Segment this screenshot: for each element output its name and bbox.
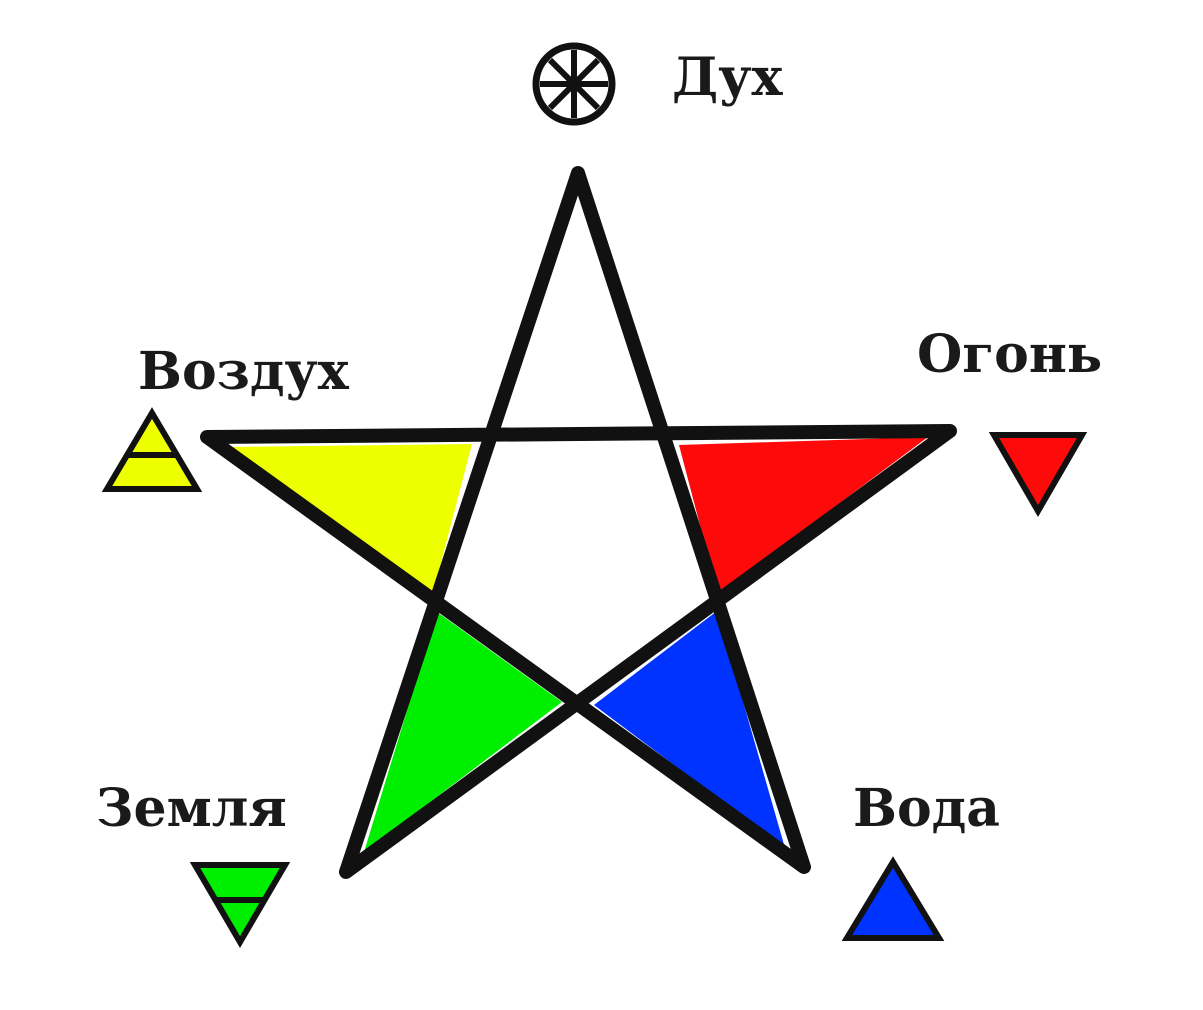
water-star-point-fill <box>594 611 785 848</box>
spirit-wheel-icon <box>532 42 616 126</box>
air-label: Воздух <box>138 341 350 402</box>
fire-triangle-icon <box>988 432 1088 517</box>
water-label: Вода <box>853 778 1000 839</box>
water-triangle-icon <box>841 856 945 941</box>
earth-label: Земля <box>96 778 287 839</box>
air-triangle-icon <box>101 407 203 492</box>
air-star-point-fill <box>228 444 472 593</box>
pentagram-outline <box>200 166 957 879</box>
earth-triangle-icon <box>189 862 291 948</box>
earth-star-point-fill <box>364 612 562 852</box>
spirit-label: Дух <box>672 47 784 108</box>
fire-star-point-fill <box>679 437 928 594</box>
fire-label: Огонь <box>917 324 1102 385</box>
